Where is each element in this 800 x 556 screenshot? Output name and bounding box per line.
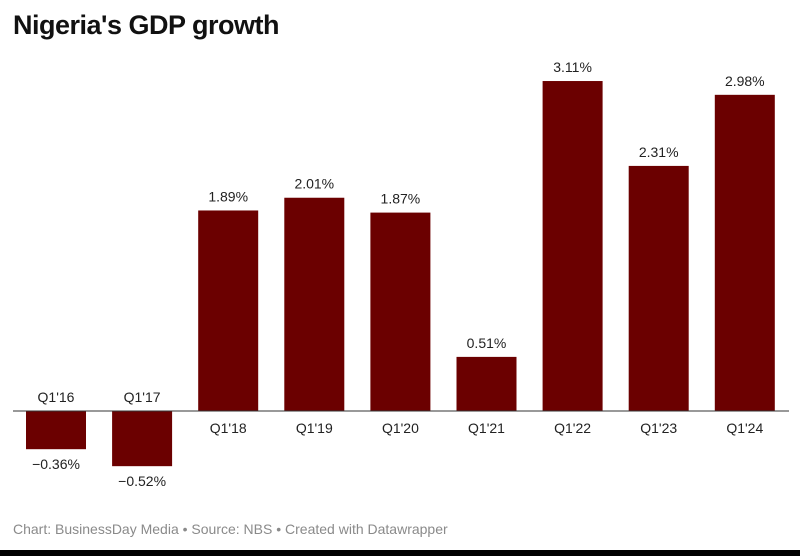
bar [714,94,775,412]
data-label: 0.51% [467,335,507,351]
data-label: −0.52% [118,473,166,489]
bar [284,197,345,411]
chart-title: Nigeria's GDP growth [13,10,279,40]
data-label: 1.87% [381,191,421,207]
bar [542,81,603,412]
bar [456,356,517,411]
bottom-border [0,550,800,556]
bar [370,212,431,411]
data-label: 2.31% [639,144,679,160]
bar [628,165,689,411]
category-label: Q1'17 [124,389,161,405]
category-label: Q1'23 [640,420,677,436]
data-label: 2.98% [725,73,765,89]
bar [112,411,173,467]
chart-footer: Chart: BusinessDay Media • Source: NBS •… [13,521,448,537]
data-label: 1.89% [208,188,248,204]
data-label: 2.01% [294,176,334,192]
data-label: 3.11% [553,59,592,75]
category-label: Q1'19 [296,420,333,436]
bar [198,210,259,411]
category-label: Q1'16 [38,389,75,405]
category-label: Q1'24 [726,420,763,436]
category-label: Q1'20 [382,420,419,436]
category-label: Q1'21 [468,420,505,436]
category-label: Q1'22 [554,420,591,436]
category-label: Q1'18 [210,420,247,436]
bar [26,411,86,450]
data-label: −0.36% [32,456,80,472]
